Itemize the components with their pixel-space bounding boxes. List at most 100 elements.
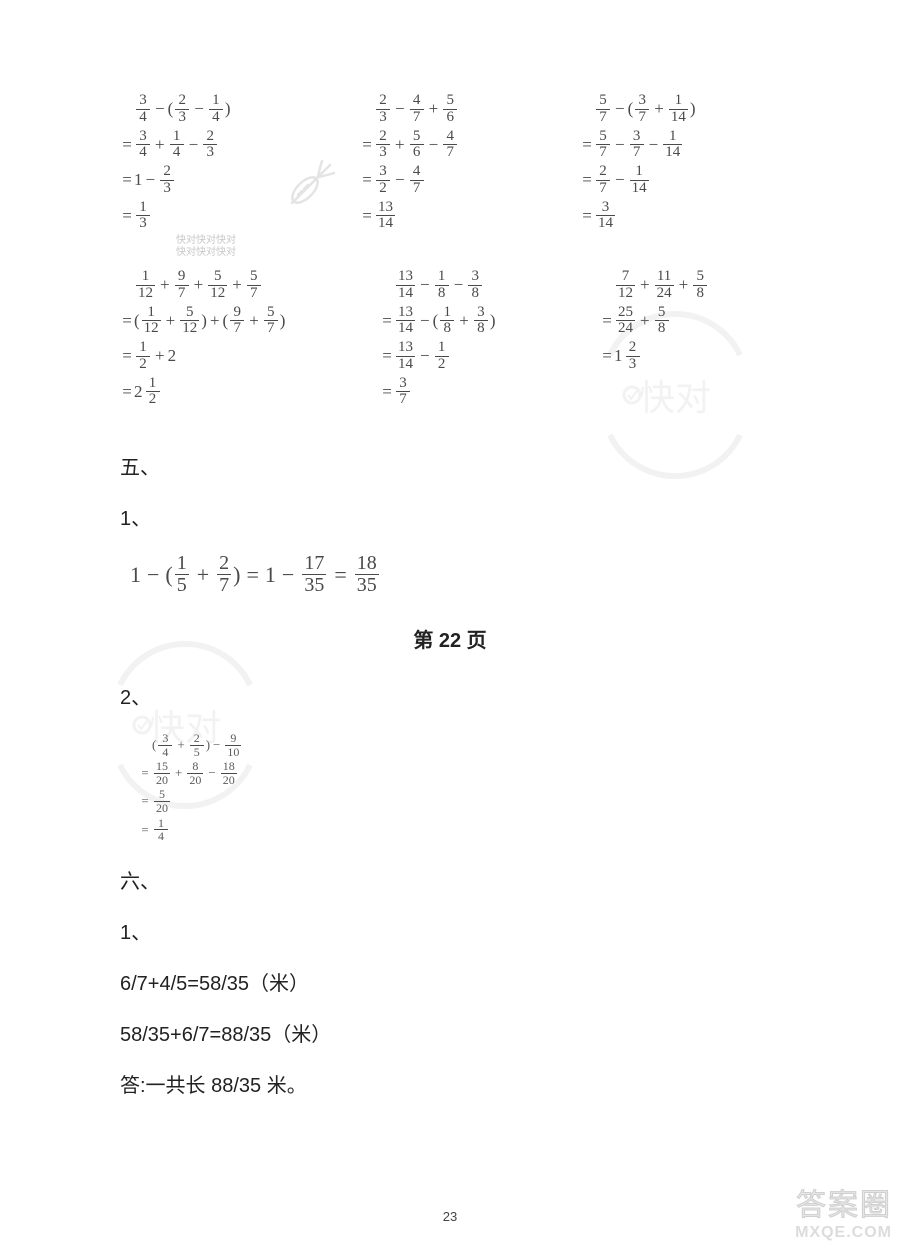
- rparen: ): [280, 311, 286, 331]
- section-6-line-1: 6/7+4/5=58/35（米）: [120, 967, 780, 996]
- op: +: [194, 275, 204, 295]
- problem-5: 1314 − 18 − 38 = 1314 − ( 18 + 38 ) = 13…: [380, 266, 560, 411]
- num: 5: [444, 93, 456, 109]
- den: 6: [411, 145, 423, 161]
- num: 1: [633, 164, 645, 180]
- num: 17: [302, 553, 326, 574]
- num: 2: [377, 93, 389, 109]
- problems-row-1: 34 − ( 23 − 14 ) = 34 + 14 − 23 = 1 − 23: [120, 90, 780, 258]
- op: +: [640, 275, 650, 295]
- num: 2: [168, 346, 177, 366]
- den: 12: [208, 286, 227, 302]
- den: 14: [376, 216, 395, 232]
- op: −: [147, 562, 159, 588]
- num: 1: [436, 269, 448, 285]
- den: 8: [475, 321, 487, 337]
- num: 1: [140, 269, 152, 285]
- num: 3: [637, 93, 649, 109]
- num: 1: [667, 129, 679, 145]
- num: 1: [147, 376, 159, 392]
- den: 4: [137, 110, 149, 126]
- op: −: [454, 275, 464, 295]
- section-6-item-1: 1、: [120, 916, 780, 945]
- num: 5: [212, 269, 224, 285]
- num: 1: [210, 93, 222, 109]
- den: 14: [663, 145, 682, 161]
- op: −: [615, 99, 625, 119]
- den: 3: [377, 145, 389, 161]
- op: −: [615, 135, 625, 155]
- op: −: [420, 311, 430, 331]
- num: 1: [436, 340, 448, 356]
- op: +: [197, 562, 209, 588]
- problem-1: 34 − ( 23 − 14 ) = 34 + 14 − 23 = 1 − 23: [120, 90, 320, 258]
- den: 3: [137, 216, 149, 232]
- equals: =: [360, 206, 374, 226]
- equals: =: [120, 135, 134, 155]
- den: 2: [147, 392, 159, 408]
- num: 5: [656, 305, 668, 321]
- op: −: [155, 99, 165, 119]
- den: 2: [137, 357, 149, 373]
- den: 3: [177, 110, 189, 126]
- den: 20: [154, 802, 170, 815]
- rparen: ): [201, 311, 207, 331]
- num: 2: [627, 340, 639, 356]
- den: 35: [302, 575, 326, 596]
- num: 3: [631, 129, 643, 145]
- den: 3: [377, 110, 389, 126]
- den: 4: [137, 145, 149, 161]
- op: +: [160, 275, 170, 295]
- equals: =: [380, 311, 394, 331]
- num: 2: [204, 129, 216, 145]
- num: 18: [221, 760, 237, 773]
- num: 5: [248, 269, 260, 285]
- den: 7: [411, 110, 423, 126]
- num: 13: [376, 200, 395, 216]
- den: 14: [396, 321, 415, 337]
- num: 7: [620, 269, 632, 285]
- num: 5: [597, 129, 609, 145]
- op: +: [210, 311, 220, 331]
- op: +: [232, 275, 242, 295]
- section-6-answer: 答:一共长 88/35 米。: [120, 1069, 780, 1098]
- num: 9: [231, 305, 243, 321]
- den: 3: [161, 181, 173, 197]
- one: 1: [265, 562, 276, 588]
- den: 7: [176, 286, 188, 302]
- equals: =: [360, 170, 374, 190]
- den: 5: [192, 746, 202, 759]
- equals: =: [120, 382, 134, 402]
- den: 7: [637, 110, 649, 126]
- op: −: [282, 562, 294, 588]
- rparen: ): [225, 99, 231, 119]
- num: 8: [190, 760, 200, 773]
- op: +: [640, 311, 650, 331]
- lparen: (: [152, 738, 156, 752]
- num: 2: [597, 164, 609, 180]
- num: 5: [265, 305, 277, 321]
- den: 12: [142, 321, 161, 337]
- num: 1: [156, 817, 166, 830]
- rparen: ): [233, 562, 240, 588]
- lparen: (: [223, 311, 229, 331]
- work-5-2: ( 34 + 25 ) − 910 = 1520 + 820 − 1820 = …: [138, 732, 780, 843]
- op: −: [189, 135, 199, 155]
- op: −: [429, 135, 439, 155]
- den: 12: [616, 286, 635, 302]
- den: 12: [136, 286, 155, 302]
- den: 10: [225, 746, 241, 759]
- den: 20: [154, 774, 170, 787]
- num: 2: [161, 164, 173, 180]
- equals: =: [138, 823, 152, 837]
- den: 8: [656, 321, 668, 337]
- den: 12: [180, 321, 199, 337]
- num: 11: [655, 269, 673, 285]
- den: 8: [694, 286, 706, 302]
- num: 3: [377, 164, 389, 180]
- den: 20: [187, 774, 203, 787]
- section-5-item-2: 2、: [120, 681, 780, 710]
- den: 7: [231, 321, 243, 337]
- den: 6: [444, 110, 456, 126]
- den: 7: [444, 145, 456, 161]
